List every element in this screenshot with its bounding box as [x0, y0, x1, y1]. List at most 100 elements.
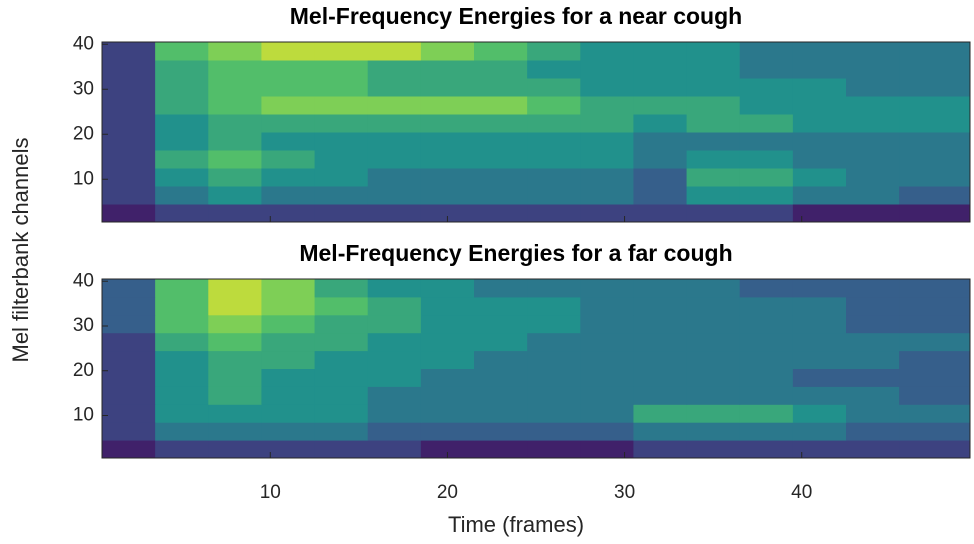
heatmap-cell — [367, 440, 422, 459]
heatmap-cell — [527, 42, 581, 61]
x-tick-label: 30 — [614, 482, 635, 503]
heatmap-cell — [420, 132, 475, 151]
heatmap-cell — [739, 114, 794, 133]
heatmap-cell — [261, 350, 316, 369]
heatmap-cell — [686, 350, 741, 369]
heatmap-cell — [633, 186, 688, 205]
heatmap-cell — [686, 279, 741, 298]
heatmap-cell — [102, 386, 156, 405]
heatmap-cell — [899, 404, 971, 423]
heatmap-cell — [899, 96, 971, 115]
heatmap-cell — [102, 150, 156, 169]
heatmap-cell — [527, 186, 581, 205]
heatmap-cell — [261, 186, 316, 205]
heatmap-cell — [155, 368, 209, 387]
heatmap-cell — [792, 314, 847, 334]
heatmap-cell — [846, 132, 900, 151]
heatmap-cell — [474, 150, 528, 169]
heatmap-cell — [261, 114, 316, 133]
heatmap-cell — [420, 314, 475, 334]
heatmap-cell — [792, 96, 847, 115]
heatmap-cell — [474, 132, 528, 151]
heatmap-cell — [367, 168, 422, 187]
heatmap-cell — [580, 132, 634, 151]
heatmap-cell — [686, 78, 741, 97]
x-tick-label: 40 — [791, 482, 812, 503]
heatmap-cell — [261, 332, 316, 352]
y-tick-label: 20 — [73, 123, 94, 144]
heatmap-cell — [155, 422, 209, 441]
heatmap-cell — [846, 386, 900, 405]
heatmap-cell — [420, 350, 475, 369]
heatmap-cell — [367, 96, 422, 115]
heatmap-cell — [633, 279, 688, 298]
heatmap-cell — [899, 422, 971, 441]
heatmap-cell — [208, 350, 262, 369]
heatmap-cell — [792, 150, 847, 169]
heatmap-cell — [208, 168, 262, 187]
heatmap-cell — [792, 368, 847, 387]
heatmap-cell — [367, 42, 422, 61]
heatmap-cell — [580, 368, 634, 387]
heatmap-cell — [474, 440, 528, 459]
y-tick-label: 20 — [73, 360, 94, 381]
heatmap-cell — [261, 204, 316, 223]
heatmap-cell — [739, 42, 794, 61]
heatmap-cell — [739, 168, 794, 187]
y-tick-label: 30 — [73, 315, 94, 336]
heatmap-cell — [686, 386, 741, 405]
heatmap-cell — [633, 204, 688, 223]
heatmap-cell — [846, 42, 900, 61]
heatmap-cell — [846, 368, 900, 387]
heatmap-cell — [367, 368, 422, 387]
heatmap-cell — [208, 422, 262, 441]
heatmap-cell — [155, 296, 209, 316]
heatmap-cell — [367, 132, 422, 151]
heatmap-cell — [208, 314, 262, 334]
heatmap-cell — [527, 150, 581, 169]
heatmap-cell — [314, 132, 369, 151]
heatmap-cell — [420, 368, 475, 387]
heatmap-cell — [420, 332, 475, 352]
heatmap-cell — [633, 332, 688, 352]
heatmap-cell — [102, 440, 156, 459]
heatmap-cell — [580, 314, 634, 334]
heatmap-cell — [686, 332, 741, 352]
heatmap-cell — [314, 279, 369, 298]
heatmap-cell — [846, 96, 900, 115]
heatmap-cell — [739, 368, 794, 387]
heatmap-cell — [899, 332, 971, 352]
heatmap-cell — [474, 96, 528, 115]
heatmap-cell — [474, 60, 528, 79]
heatmap-cell — [367, 404, 422, 423]
heatmap-cell — [155, 314, 209, 334]
heatmap-cell — [474, 42, 528, 61]
heatmap-cell — [686, 404, 741, 423]
heatmap-cell — [474, 404, 528, 423]
heatmap-cell — [580, 204, 634, 223]
heatmap-cell — [314, 386, 369, 405]
heatmap-cell — [474, 422, 528, 441]
heatmap-cell — [208, 132, 262, 151]
heatmap-cell — [261, 404, 316, 423]
heatmap-cell — [633, 168, 688, 187]
heatmap-cell — [792, 332, 847, 352]
heatmap-cell — [739, 350, 794, 369]
heatmap-cell — [527, 440, 581, 459]
heatmap-cell — [367, 114, 422, 133]
heatmap-cell — [899, 314, 971, 334]
heatmap-cell — [208, 386, 262, 405]
heatmap-cell — [314, 314, 369, 334]
heatmap-cell — [686, 368, 741, 387]
heatmap-cell — [261, 296, 316, 316]
heatmap-cell — [527, 386, 581, 405]
heatmap-cell — [527, 204, 581, 223]
heatmap-cell — [686, 168, 741, 187]
heatmap-cell — [792, 114, 847, 133]
heatmap-cell — [208, 296, 262, 316]
heatmap-cell — [155, 332, 209, 352]
heatmap-cell — [102, 114, 156, 133]
heatmap-cell — [527, 350, 581, 369]
heatmap-cell — [420, 60, 475, 79]
heatmap-cell — [102, 368, 156, 387]
